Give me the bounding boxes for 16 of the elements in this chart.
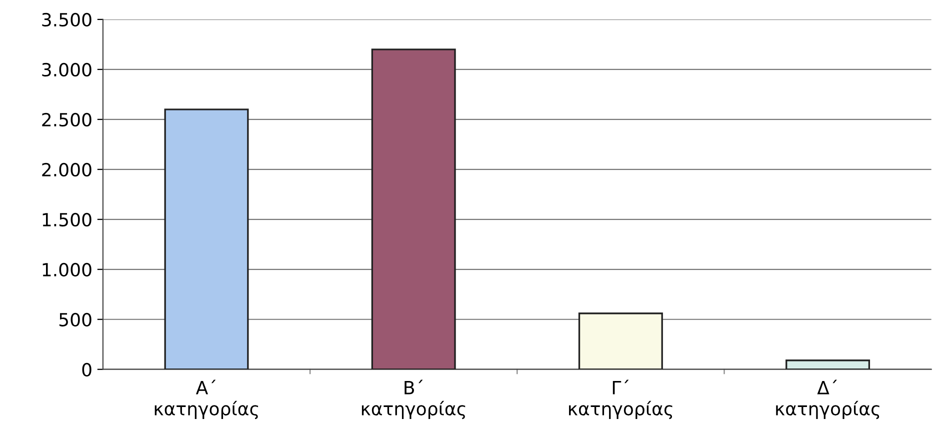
x-tick-label: Β΄ κατηγορίας <box>362 380 466 420</box>
x-tick-label: Δ΄ κατηγορίας <box>776 380 880 420</box>
y-tick-label: 3.000 <box>42 62 92 77</box>
y-tick-label: 0 <box>82 362 92 376</box>
x-tick-label: Γ΄ κατηγορίας <box>569 380 672 420</box>
y-tick-label: 1.500 <box>42 212 92 227</box>
bar <box>371 48 456 370</box>
y-tick-label: 2.500 <box>42 112 92 127</box>
y-tick-label: 1.000 <box>42 262 92 276</box>
y-tick-label: 500 <box>59 312 92 326</box>
bar <box>578 312 663 370</box>
y-tick-label: 2.000 <box>42 162 92 177</box>
bar <box>786 360 870 370</box>
bar <box>164 108 249 370</box>
y-tick-label: 3.500 <box>42 12 92 27</box>
x-tick-label: Α΄ κατηγορίας <box>154 380 258 420</box>
